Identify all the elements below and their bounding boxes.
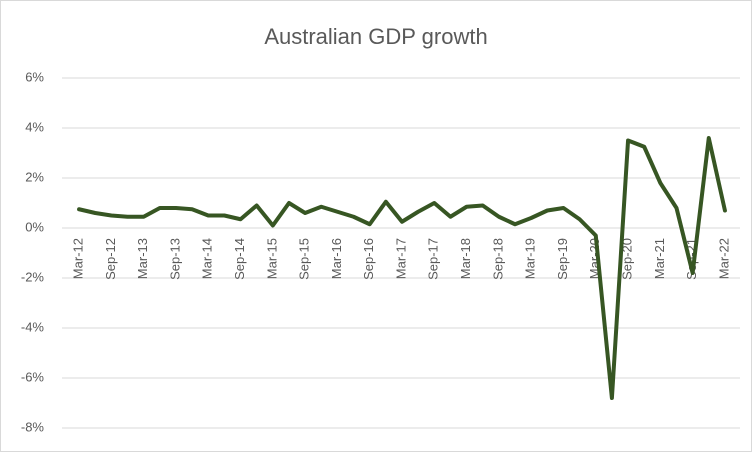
x-tick-label: Mar-19 [523, 238, 538, 279]
y-tick-label: -2% [21, 269, 45, 284]
x-tick-label: Mar-22 [716, 238, 731, 279]
y-tick-label: -4% [21, 319, 45, 334]
x-tick-label: Sep-15 [297, 238, 312, 280]
y-tick-label: 6% [25, 69, 44, 84]
x-tick-label: Mar-12 [71, 238, 86, 279]
y-tick-label: 2% [25, 169, 44, 184]
x-tick-label: Sep-13 [167, 238, 182, 280]
data-line [77, 136, 727, 400]
x-tick-label: Sep-14 [232, 238, 247, 280]
y-tick-label: -6% [21, 369, 45, 384]
x-tick-label: Mar-18 [458, 238, 473, 279]
y-tick-label: -8% [21, 419, 45, 434]
x-tick-label: Mar-14 [200, 238, 215, 279]
x-tick-label: Mar-13 [135, 238, 150, 279]
x-tick-label: Mar-16 [329, 238, 344, 279]
x-tick-label: Sep-19 [555, 238, 570, 280]
x-tick-label: Sep-18 [490, 238, 505, 280]
y-tick-label: 0% [25, 219, 44, 234]
chart-title: Australian GDP growth [264, 24, 487, 49]
x-tick-label: Mar-15 [264, 238, 279, 279]
x-tick-label: Mar-21 [652, 238, 667, 279]
x-tick-label: Sep-17 [426, 238, 441, 280]
x-tick-label: Sep-12 [103, 238, 118, 280]
y-tick-label: 4% [25, 119, 44, 134]
x-tick-label: Sep-16 [361, 238, 376, 280]
x-tick-label: Mar-17 [393, 238, 408, 279]
